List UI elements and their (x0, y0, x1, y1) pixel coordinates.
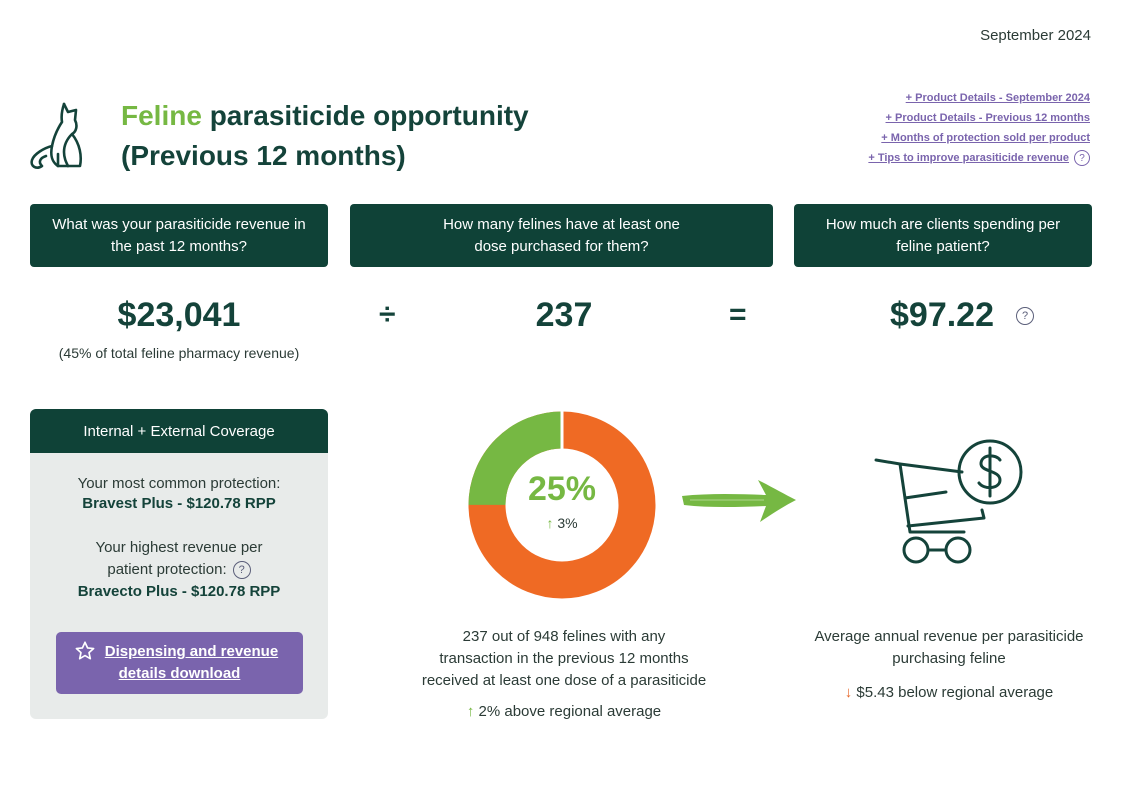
highest-protection-label-2: patient protection: (107, 561, 227, 578)
question-revenue: What was your parasiticide revenue in th… (30, 204, 328, 267)
felines-value: 237 (535, 296, 593, 334)
donut-trend: ↑ 2% above regional average (400, 703, 728, 720)
title-main: parasiticide opportunity (201, 100, 529, 131)
revenue-note: (45% of total feline pharmacy revenue) (58, 345, 300, 361)
equals-operator: = (729, 298, 747, 331)
question-revenue-text: What was your parasiticide revenue in th… (52, 215, 306, 255)
coverage-card: Internal + External Coverage Your most c… (30, 409, 328, 719)
link-months-of-protection[interactable]: + Months of protection sold per product (881, 132, 1090, 144)
donut-desc-line1: 237 out of 948 felines with any (462, 628, 666, 645)
cart-trend: ↓ $5.43 below regional average (790, 684, 1108, 701)
donut-percent: 25% (527, 470, 597, 508)
highest-protection-value: Bravecto Plus - $120.78 RPP (77, 583, 281, 600)
arrow-up-icon: ↑ (546, 515, 554, 531)
page-title: Feline parasiticide opportunity (Previou… (121, 96, 529, 176)
title-subline: (Previous 12 months) (121, 140, 406, 171)
link-tips-parasiticide[interactable]: + Tips to improve parasiticide revenue (868, 152, 1069, 164)
highest-protection-label-1: Your highest revenue per (95, 539, 263, 556)
spend-per-patient-value: $97.22 (890, 296, 994, 334)
cat-icon (30, 102, 83, 169)
donut-change-value: 3% (557, 515, 578, 531)
arrow-right-icon (682, 480, 796, 522)
question-spending-text: How much are clients spending per feline… (825, 215, 1061, 255)
question-icon[interactable]: ? (232, 561, 251, 579)
highest-protection-label-row: patient protection: ? (30, 559, 328, 581)
arrow-down-icon: ↓ (844, 684, 853, 701)
coverage-donut (468, 411, 656, 599)
donut-desc-line2: transaction in the previous 12 months (439, 650, 689, 667)
cart-trend-text: $5.43 below regional average (856, 684, 1054, 701)
quick-links: + Product Details - September 2024 + Pro… (868, 88, 1090, 168)
donut-description: 237 out of 948 felines with any transact… (400, 626, 728, 692)
cart-desc-line2: purchasing feline (892, 650, 1006, 667)
link-product-details-12-months[interactable]: + Product Details - Previous 12 months (885, 112, 1090, 124)
question-felines-text: How many felines have at least one dose … (443, 215, 680, 255)
download-details-button[interactable]: Dispensing and revenue details download (56, 632, 303, 694)
common-protection-label: Your most common protection: (77, 475, 281, 492)
revenue-value: $23,041 (117, 296, 241, 334)
link-product-details-month[interactable]: + Product Details - September 2024 (905, 92, 1090, 104)
cart-desc-line1: Average annual revenue per parasiticide (814, 628, 1084, 645)
donut-change: ↑ 3% (468, 515, 656, 531)
question-spending: How much are clients spending per feline… (794, 204, 1092, 267)
title-accent: Feline (121, 100, 202, 131)
report-date: September 2024 (980, 27, 1091, 44)
donut-trend-text: 2% above regional average (478, 703, 662, 720)
shopping-cart-dollar-icon (874, 439, 1023, 564)
question-icon[interactable]: ? (1016, 307, 1034, 325)
common-protection-value: Bravest Plus - $120.78 RPP (82, 495, 276, 512)
donut-desc-line3: received at least one dose of a parasiti… (421, 672, 707, 689)
download-label-line2: details download (118, 665, 241, 682)
divide-operator: ÷ (379, 298, 396, 331)
question-icon[interactable]: ? (1074, 150, 1090, 166)
download-label-line1: Dispensing and revenue (104, 643, 279, 660)
question-felines: How many felines have at least one dose … (350, 204, 773, 267)
cart-description: Average annual revenue per parasiticide … (790, 626, 1108, 670)
star-icon (75, 641, 95, 660)
coverage-header: Internal + External Coverage (30, 409, 328, 453)
arrow-up-icon: ↑ (466, 703, 475, 720)
